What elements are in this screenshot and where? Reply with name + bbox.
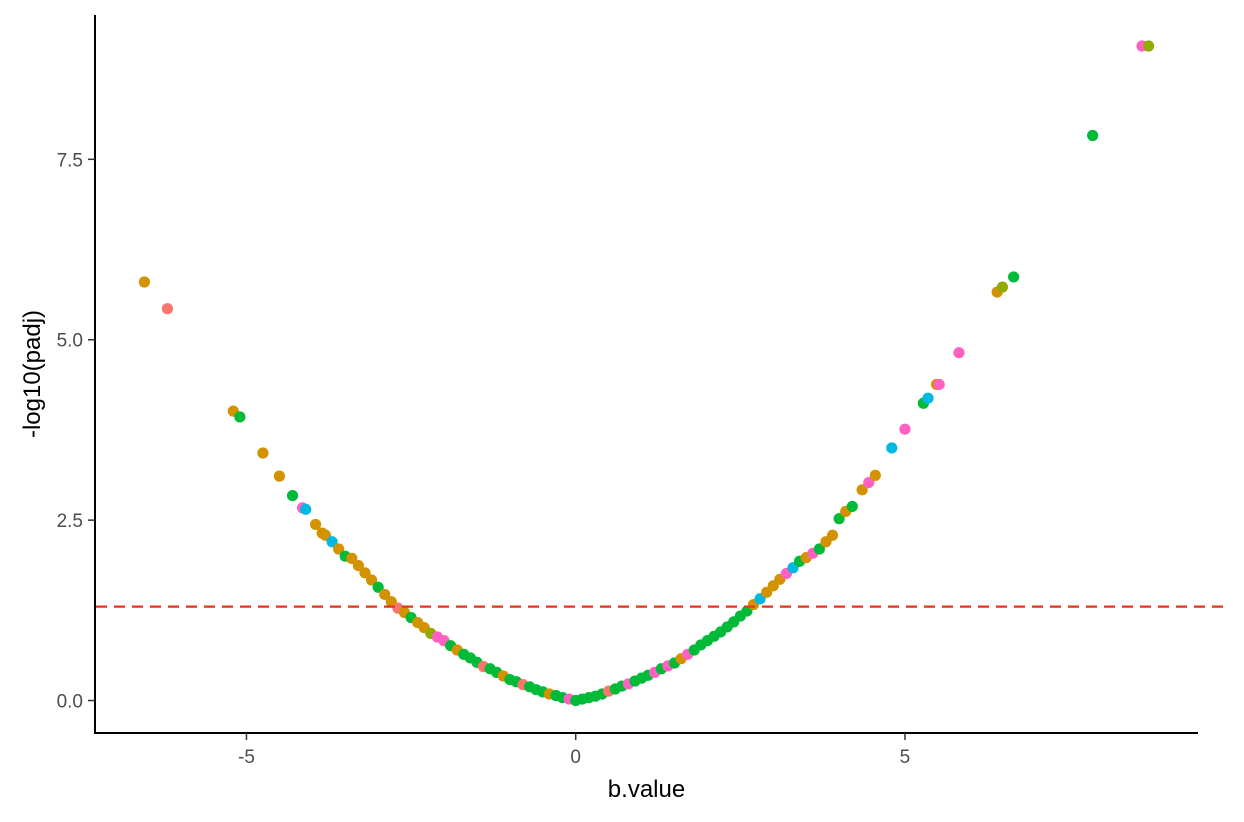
data-point (996, 281, 1009, 293)
data-point (922, 392, 934, 404)
x-tick-label: -5 (238, 747, 255, 768)
data-point (300, 503, 312, 515)
data-point (1008, 271, 1020, 283)
y-tick-label: 0.0 (57, 692, 83, 713)
data-point (833, 513, 845, 525)
points-layer (138, 40, 1155, 707)
x-tick-label: 0 (570, 747, 581, 768)
data-point (886, 442, 898, 454)
x-tick-label: 5 (900, 747, 911, 768)
data-point (310, 518, 322, 531)
data-point (899, 423, 911, 435)
data-point (869, 469, 881, 481)
x-axis-title: b.value (608, 776, 685, 803)
data-point (333, 543, 345, 555)
data-point (234, 411, 246, 423)
data-point (257, 447, 269, 459)
data-point (359, 567, 371, 579)
data-point (863, 477, 875, 489)
data-point (352, 559, 364, 572)
data-point (856, 484, 868, 496)
y-tick-label: 2.5 (57, 511, 83, 532)
data-point (933, 378, 945, 391)
data-point (326, 536, 338, 548)
data-point (161, 303, 174, 315)
data-point (286, 489, 299, 502)
data-point (826, 529, 839, 541)
y-axis-ticks: 0.0 2.5 5.0 7.5 (57, 150, 95, 713)
data-point (813, 543, 825, 555)
data-point (273, 470, 285, 482)
data-point (365, 574, 378, 586)
data-point (379, 588, 391, 601)
y-tick-label: 5.0 (57, 331, 83, 352)
y-axis-title: -log10(padj) (19, 310, 46, 438)
data-point (953, 347, 965, 359)
data-point (346, 552, 358, 564)
data-point (372, 581, 384, 593)
data-point (138, 276, 150, 288)
x-axis-ticks: -5 0 5 (238, 733, 910, 768)
data-point (1143, 40, 1155, 52)
data-point (846, 500, 858, 513)
data-point (1087, 129, 1099, 142)
y-tick-label: 7.5 (57, 150, 83, 171)
